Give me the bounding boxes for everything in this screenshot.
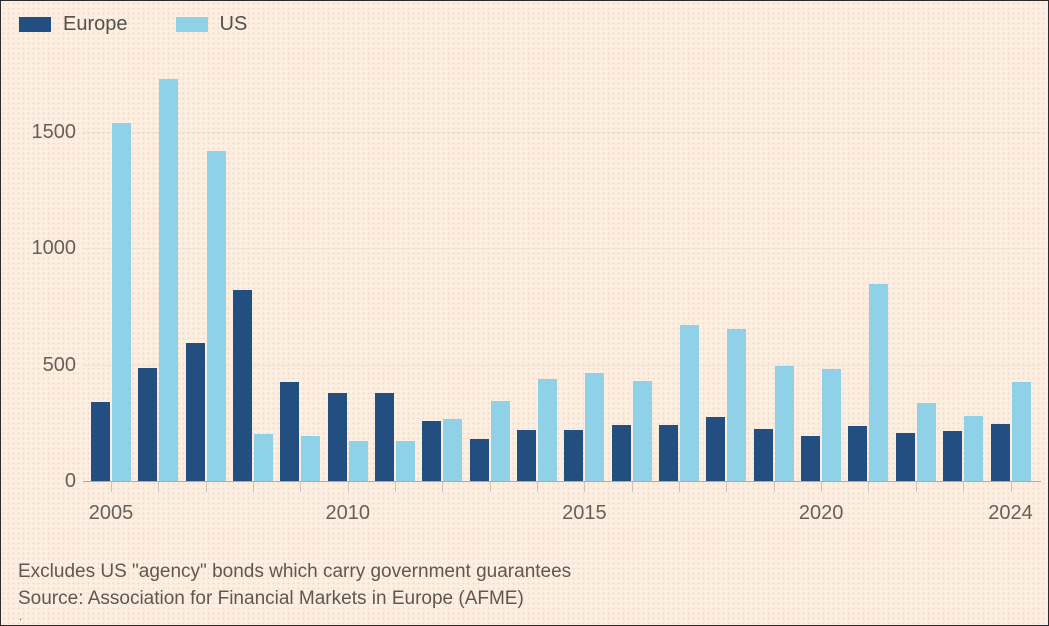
x-axis-label-2005: 2005 [88,502,134,524]
bar-europe-2015 [564,430,584,481]
bar-us-2018 [727,329,747,481]
legend-label-europe: Europe [63,13,128,35]
bar-us-2024 [1011,382,1031,481]
x-tick-2021 [868,482,869,492]
bar-us-2012 [443,419,463,481]
bar-europe-2021 [848,426,868,481]
bar-us-2009 [301,436,321,481]
bar-us-2021 [869,284,889,481]
bar-us-2006 [159,79,179,481]
y-axis-label-0: 0 [64,470,76,492]
bar-europe-2009 [280,382,300,481]
bar-us-2022 [916,403,936,481]
x-tick-2008 [253,482,254,492]
bar-us-2007 [206,151,226,481]
chart-legend: Europe US [19,13,247,36]
bar-europe-2024 [990,424,1010,481]
bar-europe-2018 [706,417,726,481]
x-axis-label-2024: 2024 [988,502,1033,524]
gridline-1500 [83,132,1041,134]
bar-europe-2013 [469,439,489,481]
x-tick-2007 [206,482,207,492]
x-tick-2014 [537,482,538,492]
bar-europe-2022 [895,433,915,481]
bar-us-2014 [538,379,558,481]
bar-us-2015 [585,373,605,481]
bar-us-2016 [632,381,652,481]
x-tick-2006 [158,482,159,492]
bar-europe-2017 [659,425,679,481]
bar-us-2010 [348,441,368,481]
bar-us-2023 [964,416,984,481]
legend-swatch-europe [19,17,51,32]
x-tick-2017 [679,482,680,492]
x-tick-2005 [111,482,112,492]
legend-swatch-us [175,17,208,32]
bar-us-2008 [254,434,274,481]
bar-us-2011 [396,441,416,481]
bar-us-2013 [490,401,510,481]
y-axis-label-1500: 1500 [31,121,77,144]
legend-item-europe: Europe [19,13,128,36]
bar-europe-2023 [943,431,963,481]
x-tick-2022 [916,482,917,492]
x-tick-2020 [821,482,822,492]
x-tick-2023 [963,482,964,492]
chart-footnote: Excludes US "agency" bonds which carry g… [18,561,572,582]
x-tick-2018 [726,482,727,492]
bar-europe-2010 [327,393,347,481]
bar-europe-2011 [375,393,395,481]
gridline-0 [83,481,1041,482]
bar-us-2019 [774,366,794,481]
gridline-500 [83,364,1041,366]
bar-europe-2020 [801,436,821,481]
bar-europe-2006 [138,368,158,481]
x-tick-2024 [1011,482,1012,492]
y-axis-label-1000: 1000 [31,237,77,260]
chart-source: Source: Association for Financial Market… [18,588,524,609]
x-tick-2011 [395,482,396,492]
bar-europe-2005 [91,402,110,481]
bar-europe-2007 [185,343,205,481]
bar-us-2017 [680,325,700,481]
bar-us-2020 [822,369,842,481]
x-tick-2019 [774,482,775,492]
bar-europe-2014 [517,430,537,481]
x-tick-2009 [300,482,301,492]
x-tick-2010 [348,482,349,492]
legend-label-us: US [219,13,248,35]
x-tick-2013 [490,482,491,492]
x-tick-2012 [442,482,443,492]
legend-item-us: US [175,13,248,36]
x-tick-2015 [584,482,585,492]
bar-europe-2016 [611,425,631,481]
y-axis-label-500: 500 [42,353,76,376]
x-axis-label-2020: 2020 [798,502,844,524]
x-tick-2016 [632,482,633,492]
bar-us-2005 [112,123,131,481]
gridline-1000 [83,248,1041,250]
bar-europe-2008 [233,290,253,481]
footer-dot: . [19,609,23,623]
x-axis-label-2010: 2010 [325,502,370,524]
bar-europe-2019 [753,429,773,481]
bar-europe-2012 [422,421,442,481]
x-axis-label-2015: 2015 [562,502,607,524]
